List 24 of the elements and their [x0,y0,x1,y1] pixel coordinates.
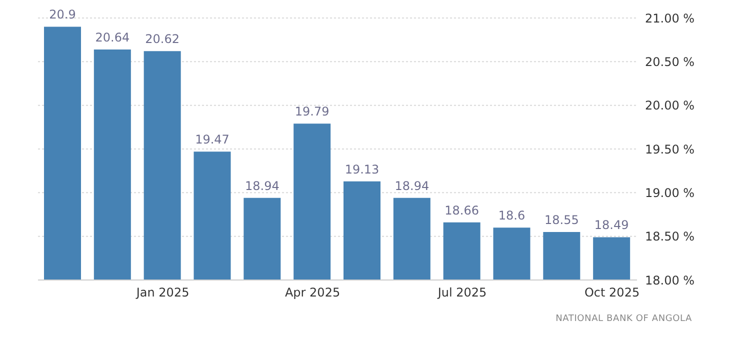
y-tick-label: 20.50 % [645,54,695,69]
x-tick-label: Jul 2025 [436,286,487,300]
data-label: 19.79 [294,104,330,119]
text: NATIONAL BANK OF ANGOLA [556,314,692,324]
data-label: 20.64 [95,30,130,44]
x-tick-label: Apr 2025 [284,286,340,300]
data-label: 18.94 [394,178,430,193]
y-tick-label: 18.50 % [645,230,695,244]
data-label: 18.66 [444,203,480,218]
data-label: 20.9 [49,8,76,22]
x-tick-label: Oct 2025 [584,286,640,300]
data-label: 19.47 [195,132,230,147]
data-label: 20.62 [145,32,180,46]
y-tick-label: 18.00 % [645,273,695,288]
data-label: 18.94 [244,178,280,193]
data-label: 18.6 [498,208,526,223]
y-tick-label: 19.00 % [645,186,695,200]
data-label: 18.55 [544,212,579,227]
y-tick-label: 20.00 % [645,98,695,113]
data-label: 18.49 [594,218,629,232]
y-tick-label: 21.00 % [645,11,695,26]
x-tick-label: Jan 2025 [135,286,190,300]
data-label: 19.13 [344,162,380,176]
y-tick-label: 19.50 % [645,142,695,156]
